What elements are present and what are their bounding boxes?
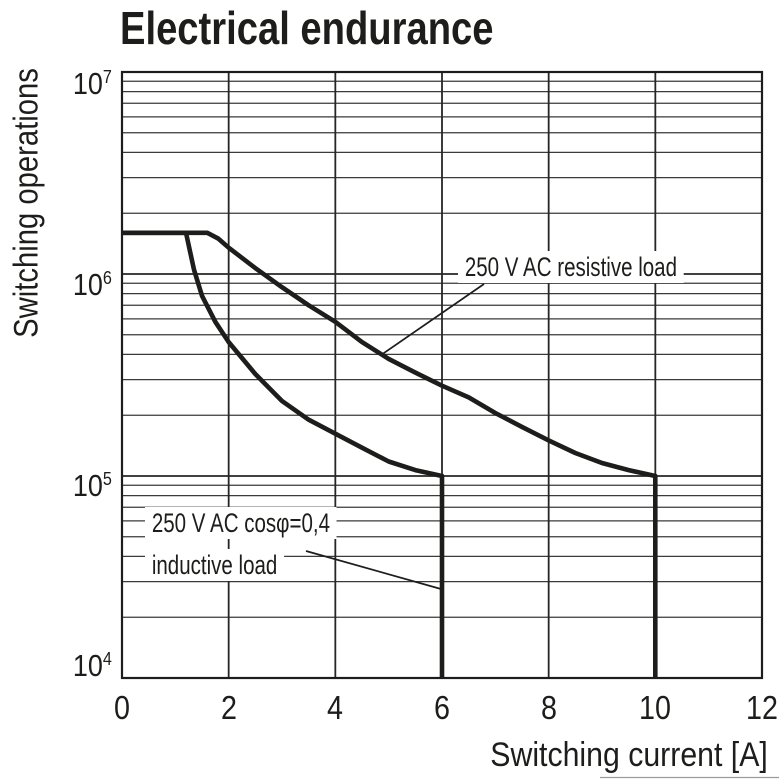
y-tick-label-1e5: 105 — [72, 467, 112, 504]
annotation-inductive-load-line1: 250 V AC cosφ=0,4 — [145, 507, 337, 539]
x-tick-label-12: 12 — [746, 689, 778, 726]
annotation-resistive-load: 250 V AC resistive load — [458, 251, 684, 283]
y-tick-label-1e7: 107 — [72, 65, 112, 102]
y-axis-label: Switching operations — [7, 68, 46, 338]
x-axis-label: Switching current [A] — [490, 736, 768, 774]
x-tick-label-8: 8 — [540, 689, 557, 726]
annotation-inductive-load-line2: inductive load — [145, 549, 285, 581]
chart-title: Electrical endurance — [120, 2, 494, 54]
x-tick-label-4: 4 — [327, 689, 344, 726]
x-tick-label-0: 0 — [114, 689, 130, 726]
x-tick-label-2: 2 — [220, 689, 237, 726]
x-tick-label-10: 10 — [639, 689, 672, 726]
y-tick-label-1e6: 106 — [72, 266, 112, 303]
x-tick-label-6: 6 — [434, 689, 450, 726]
y-tick-label-1e4: 104 — [72, 647, 112, 684]
